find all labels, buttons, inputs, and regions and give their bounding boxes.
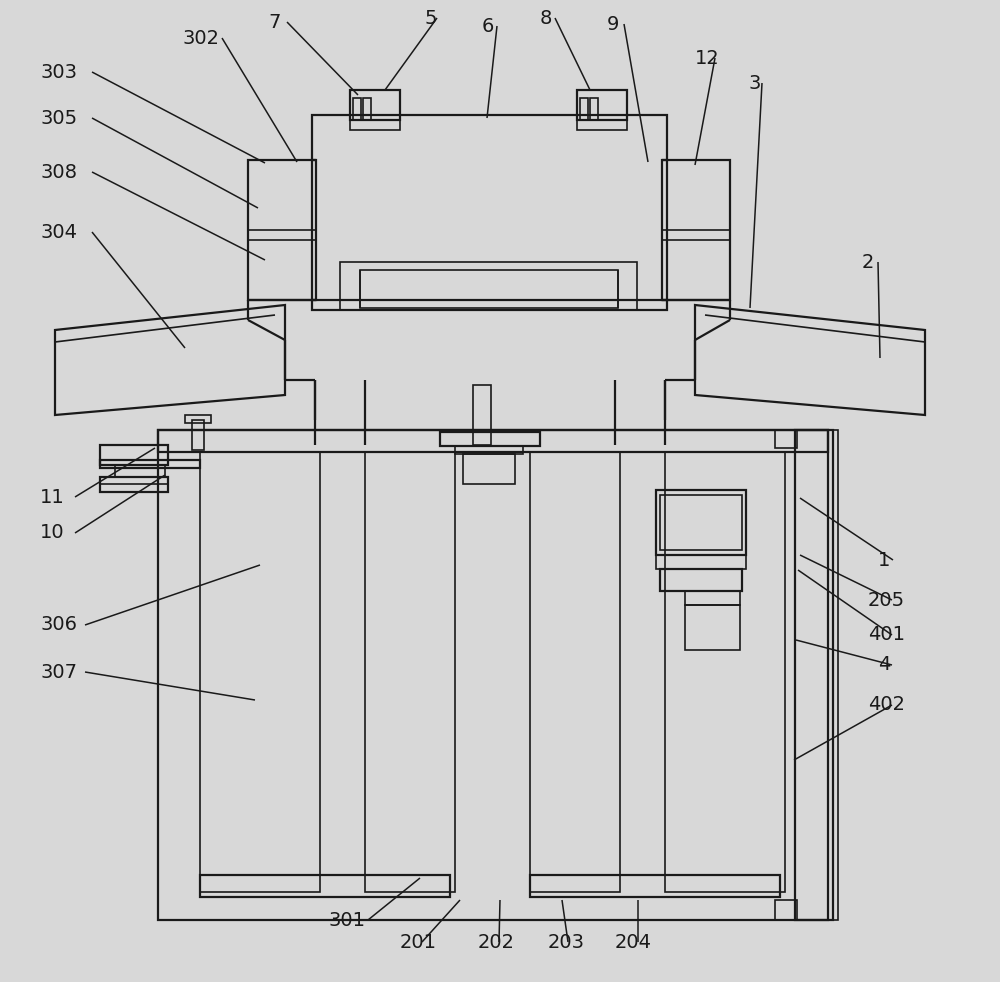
Bar [200, 875, 450, 897]
Bar [158, 430, 828, 920]
Bar [473, 385, 491, 445]
Bar [795, 430, 833, 920]
Bar [100, 445, 168, 465]
Bar [590, 98, 598, 120]
Bar [185, 415, 211, 423]
Text: 9: 9 [607, 15, 619, 33]
Text: 201: 201 [400, 933, 437, 952]
Bar [455, 446, 523, 454]
Bar [660, 495, 742, 550]
Bar [530, 875, 780, 897]
Bar [775, 900, 797, 920]
Bar [775, 430, 797, 448]
Text: 205: 205 [868, 590, 905, 610]
Text: 202: 202 [478, 933, 515, 952]
Text: 203: 203 [548, 933, 585, 952]
Bar [200, 452, 320, 892]
Bar [192, 420, 204, 450]
Text: 303: 303 [40, 63, 77, 82]
Text: 8: 8 [540, 9, 552, 27]
Bar [577, 120, 627, 130]
Bar [350, 90, 400, 120]
Bar [115, 465, 165, 477]
Text: 11: 11 [40, 487, 65, 507]
Text: 12: 12 [695, 48, 720, 68]
Bar [463, 454, 515, 484]
Text: 5: 5 [425, 9, 438, 27]
Text: 305: 305 [40, 108, 77, 128]
Text: 204: 204 [615, 933, 652, 952]
Bar [350, 120, 400, 130]
Bar [660, 569, 742, 591]
Text: 6: 6 [482, 17, 494, 35]
Bar [530, 452, 620, 892]
Bar [248, 230, 316, 240]
Text: 304: 304 [40, 223, 77, 242]
Bar [577, 90, 627, 120]
Bar [685, 591, 740, 605]
Bar [248, 160, 316, 300]
Text: 302: 302 [183, 28, 220, 47]
Bar [340, 262, 637, 310]
Text: 3: 3 [748, 74, 760, 92]
Text: 308: 308 [40, 162, 77, 182]
Bar [656, 490, 746, 555]
Bar [353, 98, 361, 120]
Text: 307: 307 [40, 663, 77, 682]
Bar [656, 555, 746, 569]
Text: 401: 401 [868, 626, 905, 644]
Bar [828, 430, 838, 920]
Bar [158, 430, 828, 452]
Bar [662, 230, 730, 240]
Text: 7: 7 [268, 13, 280, 31]
Bar [685, 605, 740, 650]
Bar [665, 452, 785, 892]
Bar [365, 452, 455, 892]
Text: 10: 10 [40, 523, 65, 542]
Text: 4: 4 [878, 656, 890, 675]
Bar [100, 477, 168, 484]
Bar [312, 115, 667, 310]
Bar [363, 98, 371, 120]
Bar [360, 270, 618, 308]
Text: 301: 301 [328, 910, 365, 930]
Text: 1: 1 [878, 551, 890, 570]
Text: 402: 402 [868, 695, 905, 715]
Bar [440, 432, 540, 446]
Bar [580, 98, 588, 120]
Bar [662, 160, 730, 300]
Bar [100, 477, 168, 492]
Bar [100, 460, 200, 468]
Text: 2: 2 [862, 252, 874, 271]
Text: 306: 306 [40, 616, 77, 634]
